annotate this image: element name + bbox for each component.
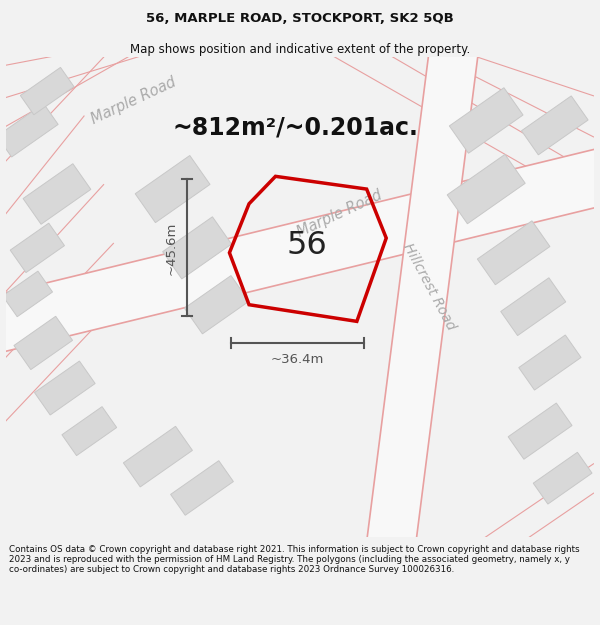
Polygon shape	[447, 154, 525, 224]
Polygon shape	[170, 461, 233, 515]
Polygon shape	[135, 156, 210, 222]
Text: ~45.6m: ~45.6m	[165, 221, 178, 274]
Polygon shape	[0, 127, 600, 374]
Polygon shape	[20, 68, 74, 115]
Polygon shape	[10, 223, 64, 272]
Text: Hillcrest Road: Hillcrest Road	[401, 241, 458, 333]
Polygon shape	[533, 452, 592, 504]
Polygon shape	[14, 316, 73, 369]
Polygon shape	[521, 96, 588, 155]
Polygon shape	[519, 335, 581, 390]
Text: 56, MARPLE ROAD, STOCKPORT, SK2 5QB: 56, MARPLE ROAD, STOCKPORT, SK2 5QB	[146, 12, 454, 25]
Polygon shape	[124, 426, 193, 487]
Polygon shape	[449, 88, 523, 153]
Polygon shape	[34, 361, 95, 415]
Text: ~36.4m: ~36.4m	[271, 353, 324, 366]
Text: Marple Road: Marple Road	[89, 74, 178, 127]
Polygon shape	[163, 217, 232, 279]
Text: ~812m²/~0.201ac.: ~812m²/~0.201ac.	[172, 116, 418, 139]
Polygon shape	[184, 276, 249, 334]
Polygon shape	[508, 403, 572, 459]
Text: Map shows position and indicative extent of the property.: Map shows position and indicative extent…	[130, 44, 470, 56]
Text: Contains OS data © Crown copyright and database right 2021. This information is : Contains OS data © Crown copyright and d…	[9, 544, 580, 574]
Polygon shape	[2, 271, 53, 317]
Polygon shape	[0, 104, 58, 157]
Text: 56: 56	[286, 230, 327, 261]
Polygon shape	[478, 221, 550, 285]
Text: Marple Road: Marple Road	[295, 188, 384, 240]
Polygon shape	[364, 24, 481, 569]
Polygon shape	[62, 407, 116, 456]
Polygon shape	[23, 164, 91, 224]
Polygon shape	[501, 278, 566, 336]
